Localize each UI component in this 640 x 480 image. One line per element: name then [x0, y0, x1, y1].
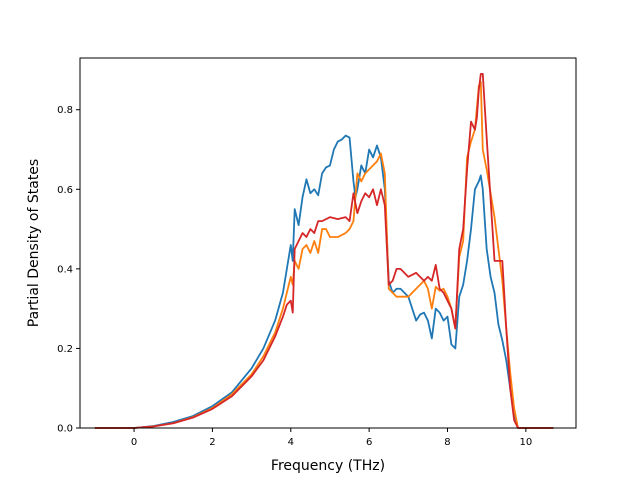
plot-area [94, 73, 554, 429]
y-axis-ticks: 0.0 0.2 0.4 0.6 0.8 [57, 105, 80, 435]
x-tick-label: 10 [519, 437, 532, 448]
x-tick-label: 8 [444, 437, 450, 448]
axes-frame [79, 57, 577, 429]
y-tick-label: 0.6 [57, 185, 73, 196]
x-axis-ticks: 0 2 4 6 8 10 [131, 428, 532, 448]
x-tick-label: 0 [131, 437, 137, 448]
series-line-3 [94, 73, 554, 429]
y-tick-label: 0.8 [57, 105, 73, 116]
x-axis-label: Frequency (THz) [271, 458, 385, 474]
y-tick-label: 0.2 [57, 344, 73, 355]
x-tick-label: 2 [209, 437, 215, 448]
x-tick-label: 4 [288, 437, 294, 448]
y-tick-label: 0.0 [57, 424, 73, 435]
y-tick-label: 0.4 [57, 264, 73, 275]
x-tick-label: 6 [366, 437, 372, 448]
y-axis-label: Partial Density of States [26, 159, 42, 327]
